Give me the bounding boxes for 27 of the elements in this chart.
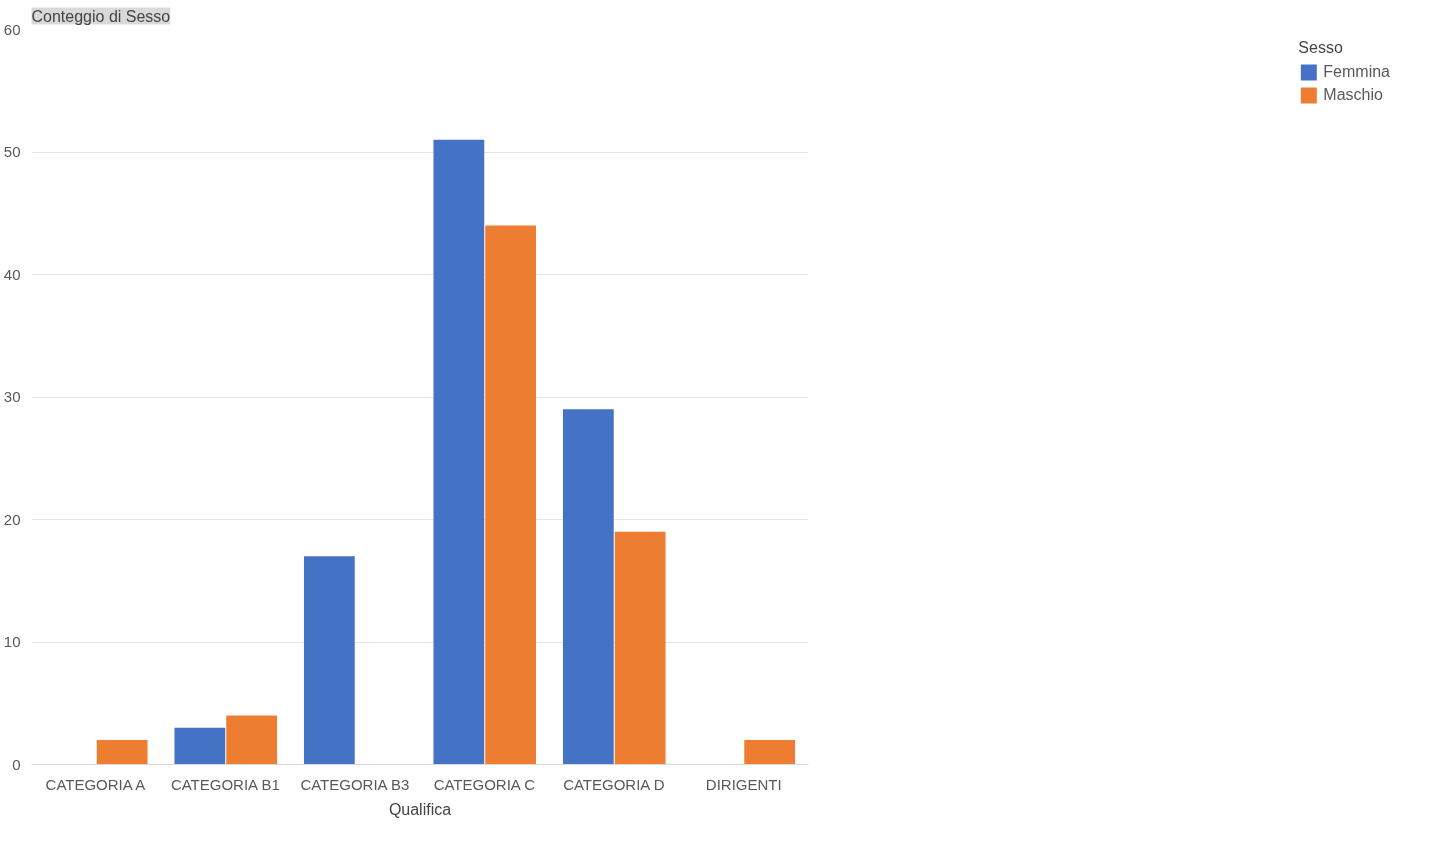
y-tick-label: 10: [3, 633, 21, 650]
x-tick-label: CATEGORIA C: [433, 775, 536, 793]
legend-label: Femmina: [1323, 63, 1390, 81]
bar: [562, 409, 614, 765]
bar: [485, 225, 537, 765]
y-tick-label: 30: [3, 388, 21, 405]
x-tick-label: CATEGORIA A: [45, 775, 146, 793]
x-tick-label: CATEGORIA B3: [300, 775, 410, 793]
y-tick-label: 50: [3, 143, 21, 160]
y-tick-label: 40: [3, 265, 21, 283]
y-tick-label: 20: [3, 510, 21, 528]
x-tick-label: CATEGORIA D: [563, 775, 665, 793]
bar: [303, 556, 355, 765]
bar: [174, 727, 226, 765]
legend-label: Maschio: [1323, 86, 1383, 104]
bar: [744, 740, 796, 765]
bar: [614, 531, 666, 765]
x-tick-label: CATEGORIA B1: [170, 775, 280, 793]
y-tick-label: 60: [3, 20, 21, 38]
y-tick-label: 0: [12, 755, 21, 773]
bar: [226, 715, 278, 765]
legend-title: Sesso: [1298, 39, 1344, 57]
bar: [433, 139, 485, 765]
chart-title: Conteggio di Sesso: [31, 7, 171, 25]
bar: [96, 740, 148, 765]
x-axis-title: Qualifica: [388, 800, 452, 818]
x-tick-label: DIRIGENTI: [705, 775, 782, 793]
